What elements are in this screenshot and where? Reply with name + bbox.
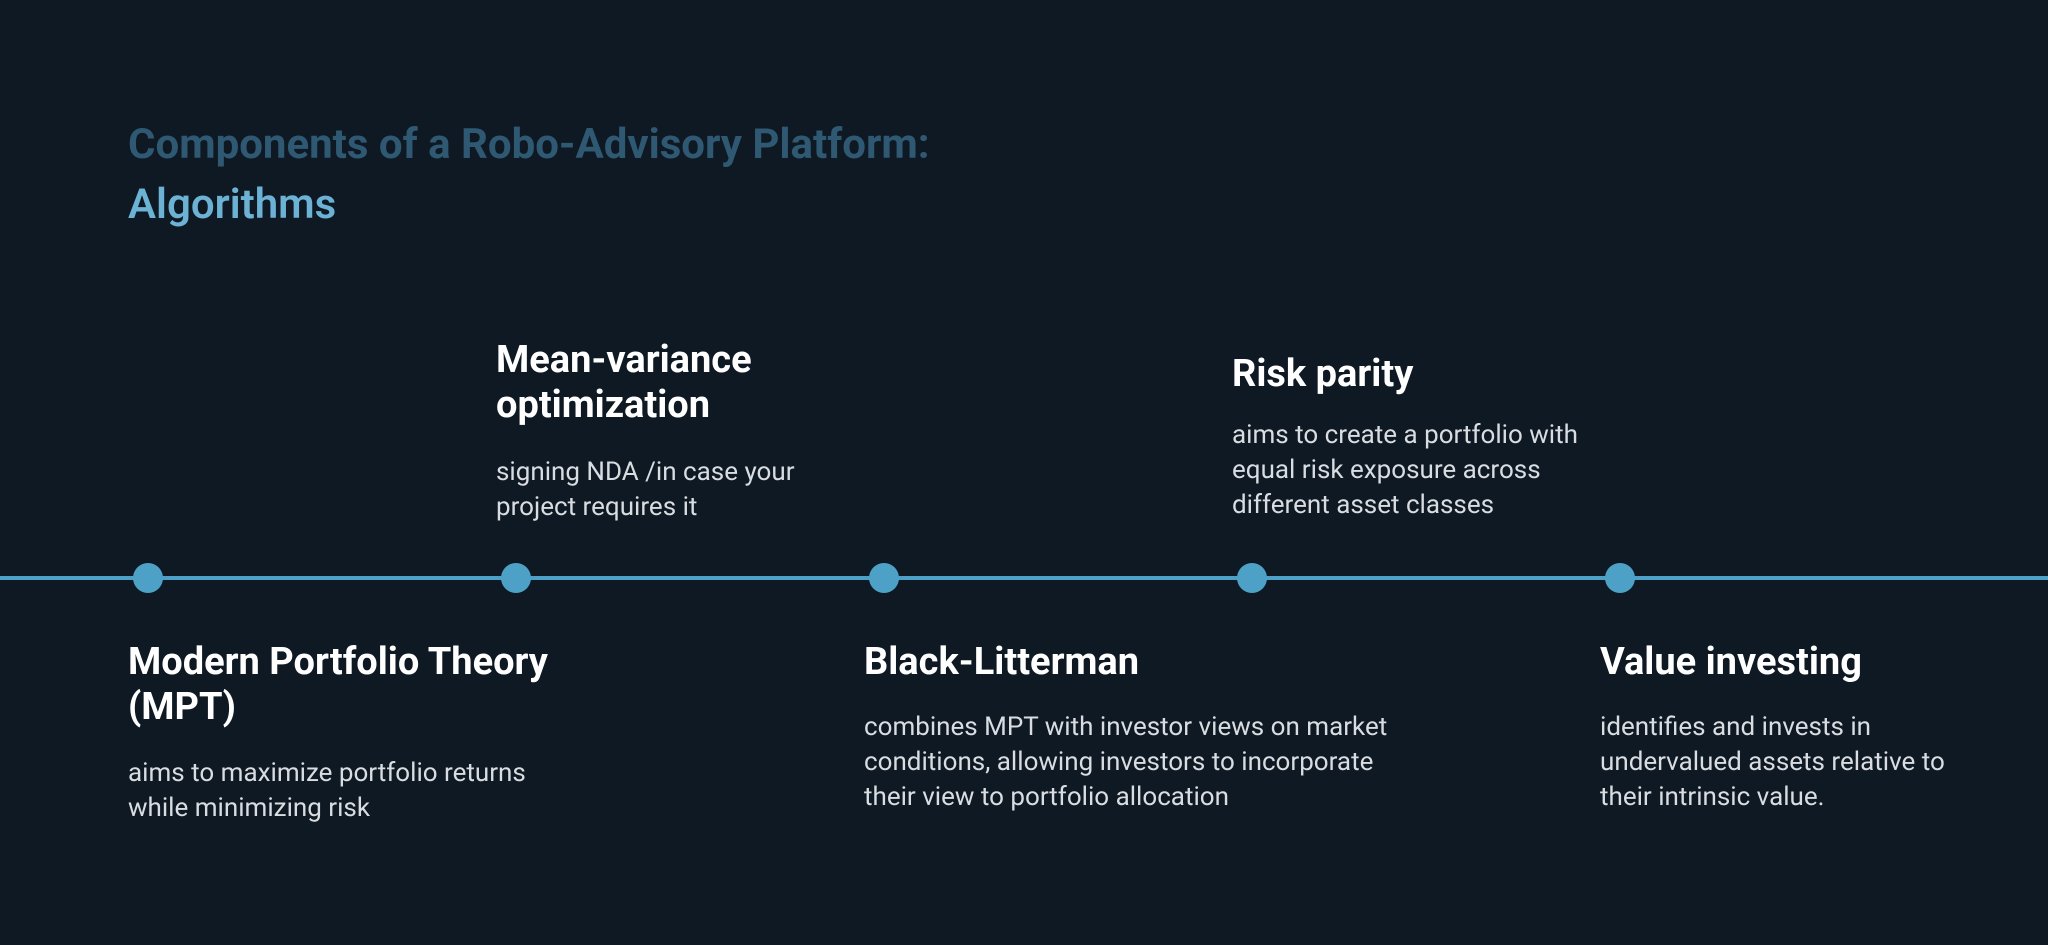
- item-description: aims to create a portfolio with equal ri…: [1232, 418, 1642, 523]
- item-title: Risk parity: [1232, 352, 1632, 397]
- item-description: combines MPT with investor views on mark…: [864, 710, 1424, 815]
- page-title-line2: Algorithms: [128, 180, 336, 229]
- timeline-dot: [869, 563, 899, 593]
- item-title: Black-Litterman: [864, 640, 1564, 685]
- page-title-line1: Components of a Robo-Advisory Platform:: [128, 120, 930, 169]
- diagram-canvas: Components of a Robo-Advisory Platform: …: [0, 0, 2048, 945]
- item-title: Mean-variance optimization: [496, 338, 876, 428]
- timeline-line: [0, 576, 2048, 580]
- timeline-dot: [1237, 563, 1267, 593]
- item-description: aims to maximize portfolio returns while…: [128, 756, 548, 826]
- item-title: Modern Portfolio Theory (MPT): [128, 640, 548, 730]
- timeline-dot: [501, 563, 531, 593]
- timeline-dot: [1605, 563, 1635, 593]
- timeline-dot: [133, 563, 163, 593]
- item-description: signing NDA /in case your project requir…: [496, 455, 856, 525]
- item-title: Value investing: [1600, 640, 2020, 685]
- item-description: identifies and invests in undervalued as…: [1600, 710, 1980, 815]
